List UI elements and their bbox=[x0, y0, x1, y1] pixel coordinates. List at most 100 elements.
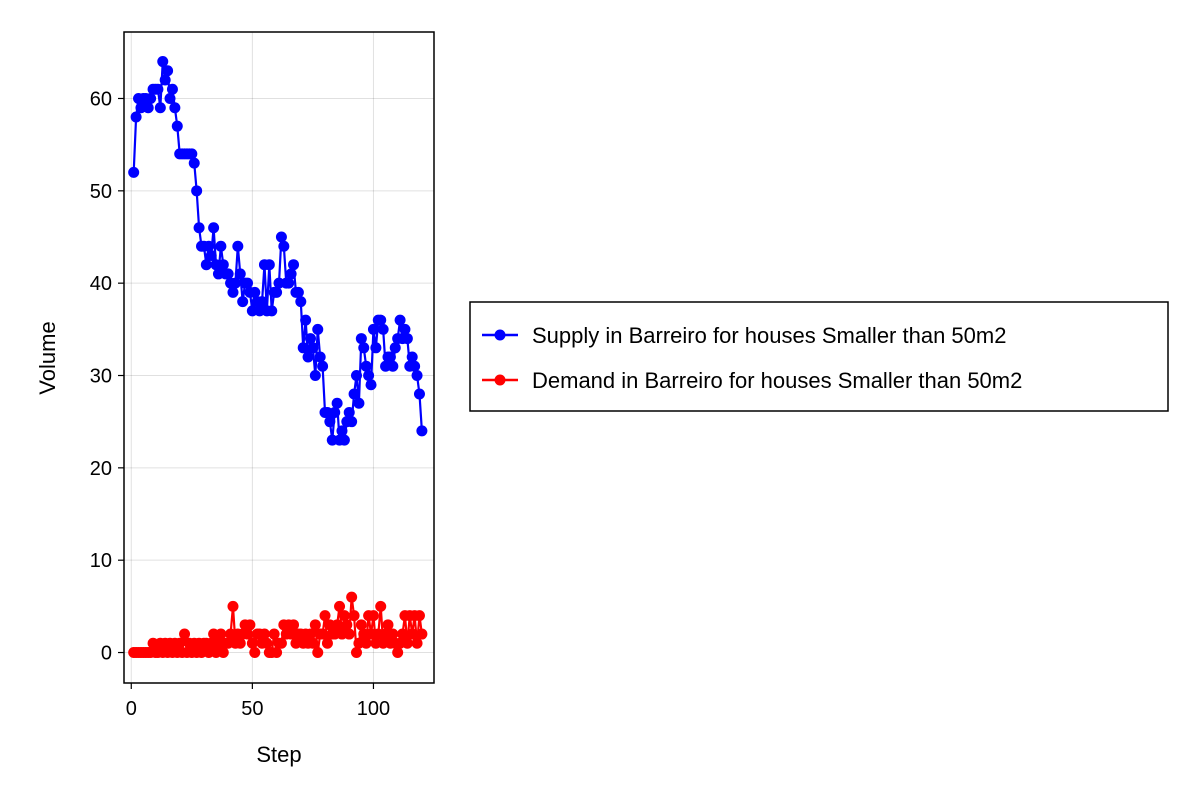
data-point-supply bbox=[365, 379, 377, 391]
data-point-demand bbox=[411, 637, 423, 649]
data-point-supply bbox=[193, 222, 205, 234]
data-point-supply bbox=[317, 360, 329, 372]
data-point-supply bbox=[164, 92, 176, 104]
data-point-supply bbox=[387, 360, 399, 372]
legend-marker-demand bbox=[494, 374, 506, 386]
data-point-supply bbox=[232, 240, 244, 252]
data-point-supply bbox=[304, 333, 316, 345]
data-point-supply bbox=[324, 416, 336, 428]
y-tick-label: 60 bbox=[90, 88, 112, 110]
data-point-supply bbox=[152, 83, 164, 95]
data-point-supply bbox=[208, 222, 220, 234]
data-point-supply bbox=[367, 323, 379, 335]
data-point-supply bbox=[227, 286, 239, 298]
data-point-demand bbox=[307, 637, 319, 649]
x-tick-label: 100 bbox=[357, 698, 390, 720]
legend-marker-supply bbox=[494, 329, 506, 341]
data-point-supply bbox=[215, 240, 227, 252]
data-point-demand bbox=[317, 628, 329, 640]
data-point-supply bbox=[416, 425, 428, 437]
data-point-demand bbox=[331, 619, 343, 631]
data-point-supply bbox=[406, 351, 418, 363]
y-tick-label: 20 bbox=[90, 458, 112, 480]
data-point-supply bbox=[217, 259, 229, 271]
data-point-supply bbox=[394, 314, 406, 326]
data-point-supply bbox=[389, 342, 401, 354]
plot-frame bbox=[123, 31, 435, 684]
data-point-demand bbox=[234, 637, 246, 649]
legend-label-demand: Demand in Barreiro for houses Smaller th… bbox=[532, 368, 1022, 393]
data-point-supply bbox=[191, 185, 203, 197]
data-point-supply bbox=[162, 65, 174, 77]
data-point-supply bbox=[331, 397, 343, 409]
data-point-supply bbox=[234, 268, 246, 280]
x-axis-ticks: 0 50 100 bbox=[126, 683, 390, 720]
y-tick-label: 10 bbox=[90, 550, 112, 572]
data-point-supply bbox=[142, 102, 154, 114]
data-point-demand bbox=[346, 591, 358, 603]
data-point-supply bbox=[263, 259, 275, 271]
data-point-supply bbox=[271, 286, 283, 298]
data-point-supply bbox=[338, 434, 350, 446]
data-point-supply bbox=[409, 360, 421, 372]
data-point-demand bbox=[392, 647, 404, 659]
data-point-demand bbox=[268, 628, 280, 640]
data-point-demand bbox=[261, 637, 273, 649]
data-point-demand bbox=[355, 619, 367, 631]
y-tick-label: 30 bbox=[90, 366, 112, 388]
data-point-supply bbox=[348, 388, 360, 400]
data-point-demand bbox=[341, 619, 353, 631]
data-point-demand bbox=[413, 610, 425, 622]
data-point-supply bbox=[169, 102, 181, 114]
data-point-supply bbox=[130, 111, 142, 123]
data-point-supply bbox=[363, 370, 375, 382]
data-point-demand bbox=[271, 647, 283, 659]
data-point-supply bbox=[157, 56, 169, 68]
data-point-demand bbox=[258, 628, 270, 640]
data-point-demand bbox=[246, 637, 258, 649]
x-axis-label: Step bbox=[256, 742, 301, 767]
data-point-demand bbox=[319, 610, 331, 622]
data-point-supply bbox=[343, 406, 355, 418]
x-tick-label: 50 bbox=[241, 698, 263, 720]
data-point-supply bbox=[159, 74, 171, 86]
data-point-demand bbox=[360, 637, 372, 649]
data-point-demand bbox=[351, 647, 362, 659]
data-point-demand bbox=[309, 619, 321, 631]
data-point-supply bbox=[128, 166, 140, 178]
data-point-supply bbox=[292, 286, 304, 298]
data-point-supply bbox=[278, 240, 290, 252]
data-point-supply bbox=[145, 92, 157, 104]
data-point-supply bbox=[312, 323, 324, 335]
data-point-demand bbox=[304, 628, 316, 640]
data-point-supply bbox=[358, 342, 370, 354]
series-layer bbox=[128, 56, 428, 659]
data-point-supply bbox=[370, 342, 382, 354]
series-demand bbox=[128, 591, 428, 659]
data-point-supply bbox=[188, 157, 200, 169]
data-point-demand bbox=[215, 628, 227, 640]
data-point-supply bbox=[297, 342, 309, 354]
data-point-demand bbox=[348, 610, 360, 622]
data-point-supply bbox=[353, 397, 365, 409]
data-point-supply bbox=[351, 370, 362, 382]
data-point-supply bbox=[300, 314, 312, 326]
grid bbox=[124, 32, 434, 683]
data-point-supply bbox=[256, 296, 268, 308]
data-point-supply bbox=[375, 314, 387, 326]
data-point-supply bbox=[166, 83, 178, 95]
legend-label-supply: Supply in Barreiro for houses Smaller th… bbox=[532, 323, 1006, 348]
data-point-supply bbox=[288, 259, 300, 271]
data-point-supply bbox=[314, 351, 326, 363]
data-point-demand bbox=[249, 647, 261, 659]
data-point-demand bbox=[288, 619, 300, 631]
y-tick-label: 40 bbox=[90, 273, 112, 295]
data-point-supply bbox=[222, 268, 234, 280]
data-point-demand bbox=[312, 647, 324, 659]
data-point-supply bbox=[302, 351, 314, 363]
data-point-demand bbox=[338, 610, 350, 622]
data-point-demand bbox=[244, 619, 256, 631]
data-point-demand bbox=[382, 619, 394, 631]
data-point-supply bbox=[346, 416, 358, 428]
